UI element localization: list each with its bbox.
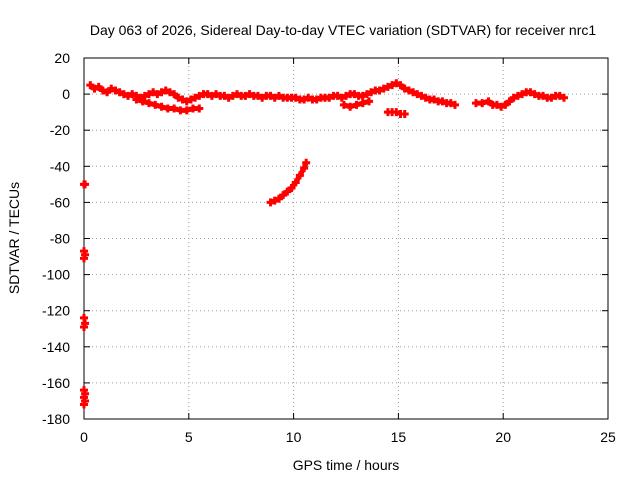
y-tick-label: -160 bbox=[42, 375, 70, 391]
chart-title: Day 063 of 2026, Sidereal Day-to-day VTE… bbox=[90, 22, 596, 38]
data-point bbox=[81, 180, 90, 189]
y-tick-label: -40 bbox=[50, 158, 70, 174]
data-point bbox=[400, 109, 409, 118]
series-main-band bbox=[86, 79, 568, 111]
data-point bbox=[392, 108, 401, 117]
x-axis-title: GPS time / hours bbox=[293, 457, 400, 473]
x-tick-label: 10 bbox=[286, 429, 302, 445]
axis-ticks bbox=[83, 57, 609, 420]
series-left-edge-clusters bbox=[80, 180, 90, 409]
x-tick-label: 0 bbox=[80, 429, 88, 445]
data-points bbox=[80, 79, 568, 409]
y-axis-title: SDTVAR / TECUs bbox=[6, 182, 22, 294]
y-tick-label: -140 bbox=[42, 339, 70, 355]
series-detached-segment bbox=[383, 108, 409, 118]
y-tick-label: -20 bbox=[50, 122, 70, 138]
series-lower-dip-arc bbox=[132, 95, 374, 115]
y-tick-label: -60 bbox=[50, 194, 70, 210]
y-tick-labels: 20 0 -20 -40 -60 -80 -100 -120 -140 -160 -180 bbox=[42, 50, 70, 427]
y-tick-label: 20 bbox=[54, 50, 70, 66]
y-tick-label: -120 bbox=[42, 303, 70, 319]
y-tick-label: 0 bbox=[62, 86, 70, 102]
series-trace bbox=[88, 80, 565, 110]
data-point bbox=[80, 400, 88, 409]
x-tick-label: 15 bbox=[391, 429, 407, 445]
x-tick-label: 5 bbox=[185, 429, 193, 445]
y-tick-label: -80 bbox=[50, 231, 70, 247]
series-trace bbox=[135, 97, 370, 113]
x-tick-label: 25 bbox=[600, 429, 616, 445]
grid-lines bbox=[84, 58, 608, 419]
series-trace bbox=[269, 161, 309, 205]
y-tick-label: -180 bbox=[42, 411, 70, 427]
plot-area-border bbox=[83, 57, 609, 420]
x-tick-labels: 0 5 10 15 20 25 bbox=[80, 429, 616, 445]
x-tick-label: 20 bbox=[495, 429, 511, 445]
data-point bbox=[80, 322, 88, 331]
series-rising-arc bbox=[266, 158, 311, 207]
data-point bbox=[80, 254, 88, 263]
y-tick-label: -100 bbox=[42, 267, 70, 283]
